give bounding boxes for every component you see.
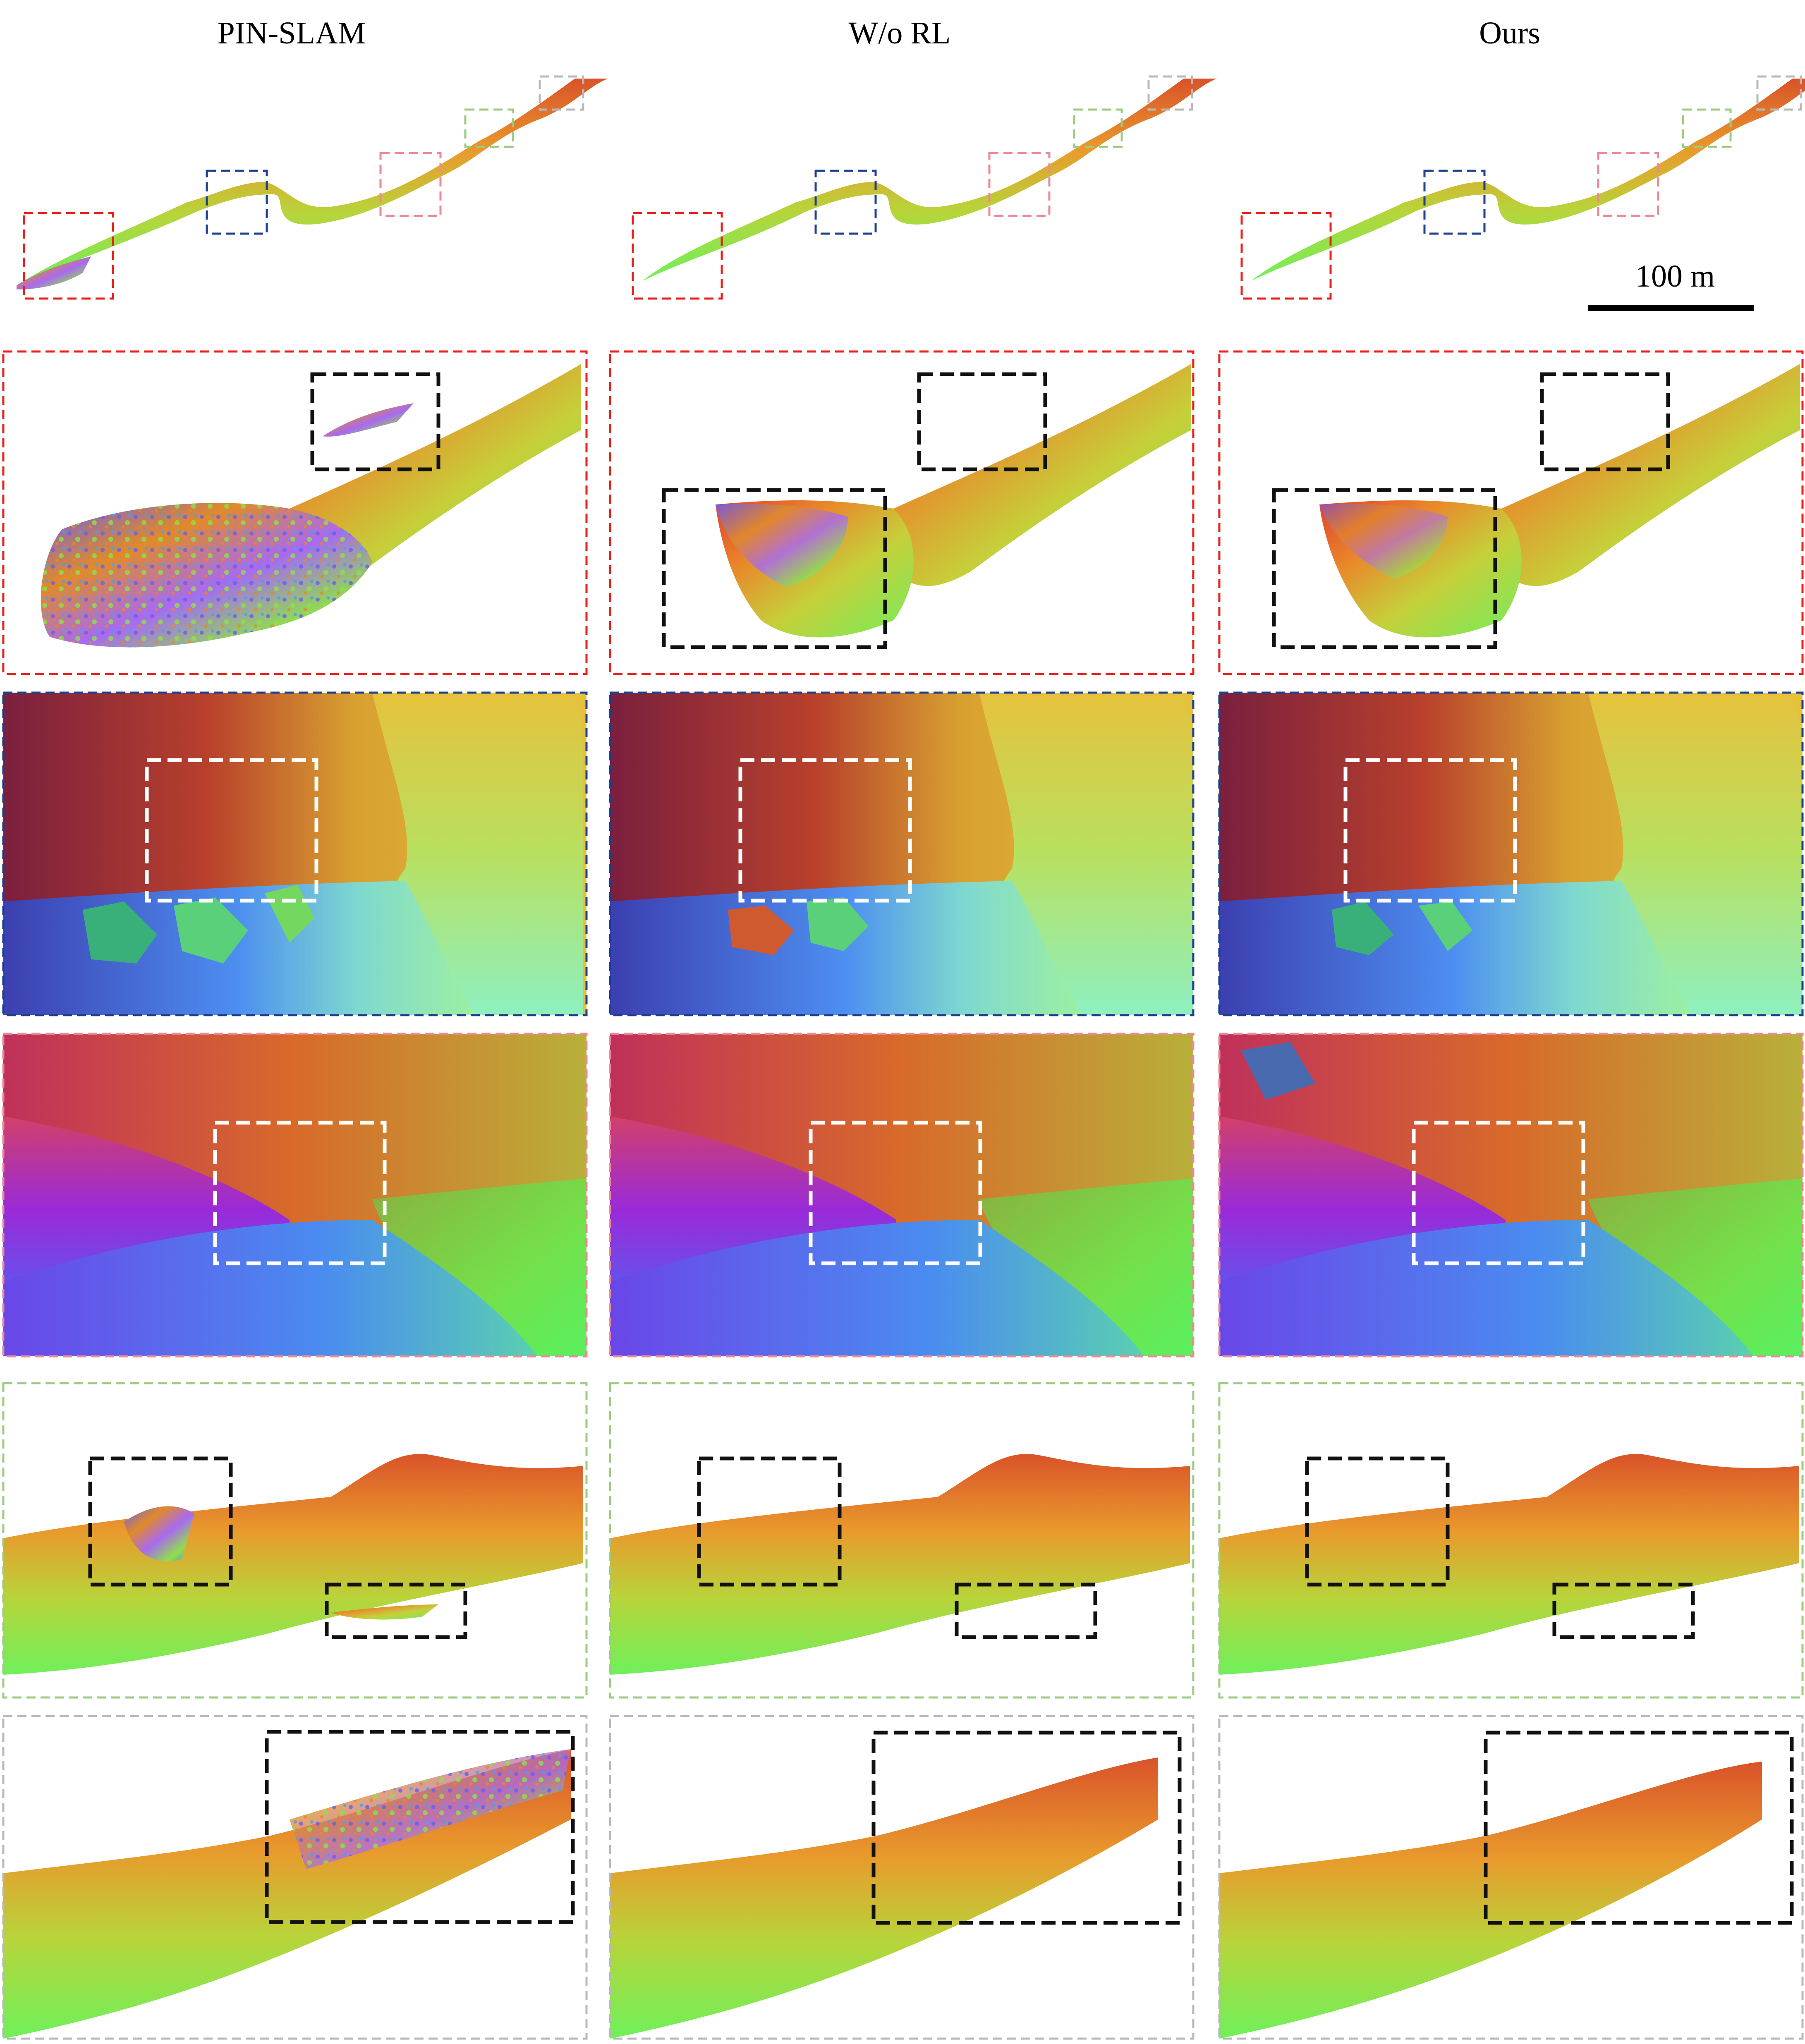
column-title-pin-slam: PIN-SLAM — [217, 16, 366, 50]
region-box-blue — [814, 170, 877, 235]
detail-box-black — [265, 1730, 575, 1924]
detail-box-white — [213, 1121, 387, 1265]
row-pink-region — [2, 1033, 1804, 1358]
region-box-gray — [1147, 75, 1193, 111]
overview-pin-slam — [17, 75, 608, 300]
region-box-blue — [1423, 170, 1486, 235]
row-red-region — [2, 350, 1804, 675]
overview-tunnel-shape — [642, 79, 1217, 281]
detail-box-black — [955, 1583, 1097, 1639]
detail-box-black — [871, 1731, 1182, 1925]
scale-bar — [1588, 305, 1754, 311]
region-box-pink — [988, 152, 1051, 217]
red-zoom-ours — [1218, 350, 1804, 675]
detail-box-black — [917, 372, 1047, 471]
detail-box-black — [662, 488, 887, 649]
detail-box-black — [310, 372, 440, 471]
overview-tunnel-shape — [17, 79, 608, 285]
region-box-pink — [379, 152, 442, 217]
green-zoom-pin-slam — [2, 1382, 588, 1699]
gray-zoom-ours — [1218, 1715, 1804, 2040]
detail-box-black — [1540, 372, 1670, 471]
blue-zoom-pin-slam — [2, 691, 588, 1016]
region-box-pink — [1597, 152, 1659, 217]
region-box-red — [23, 212, 114, 300]
region-box-blue — [206, 170, 268, 235]
pink-zoom-ours — [1218, 1033, 1804, 1358]
region-box-red — [632, 212, 723, 300]
gray-zoom-wo-rl — [609, 1715, 1195, 2040]
overview-tunnel-shape — [1251, 79, 1805, 281]
detail-box-black — [697, 1456, 842, 1587]
green-zoom-ours — [1218, 1382, 1804, 1699]
column-title-wo-rl: W/o RL — [848, 16, 951, 50]
overview-noisy-start — [17, 256, 91, 289]
detail-box-white — [1412, 1121, 1585, 1265]
gray-zoom-pin-slam — [2, 1715, 588, 2040]
row-overview — [17, 75, 1805, 311]
detail-box-white — [809, 1121, 982, 1265]
red-zoom-wo-rl — [609, 350, 1195, 675]
detail-box-black — [1552, 1583, 1695, 1639]
red-zoom-pin-slam — [2, 350, 588, 675]
detail-box-black — [325, 1583, 467, 1639]
region-box-gray — [1756, 75, 1802, 111]
detail-box-white — [1343, 758, 1517, 903]
detail-box-black — [1272, 488, 1497, 649]
row-blue-region — [2, 691, 1804, 1016]
detail-box-black — [1305, 1456, 1450, 1587]
row-gray-region — [2, 1715, 1804, 2040]
region-box-red — [1240, 212, 1332, 300]
overview-wo-rl — [632, 75, 1217, 300]
pink-zoom-wo-rl — [609, 1033, 1195, 1358]
row-green-region — [2, 1382, 1804, 1699]
detail-box-black — [1484, 1731, 1794, 1925]
detail-box-white — [738, 758, 912, 903]
overview-ours — [1240, 75, 1805, 300]
pink-zoom-pin-slam — [2, 1033, 588, 1358]
blue-zoom-wo-rl — [609, 691, 1195, 1016]
detail-box-white — [145, 758, 318, 903]
scale-bar-label: 100 m — [1635, 259, 1715, 294]
blue-zoom-ours — [1218, 691, 1804, 1016]
region-box-gray — [539, 75, 584, 111]
column-title-ours: Ours — [1479, 16, 1540, 50]
green-zoom-wo-rl — [609, 1382, 1195, 1699]
detail-box-black — [88, 1456, 233, 1587]
